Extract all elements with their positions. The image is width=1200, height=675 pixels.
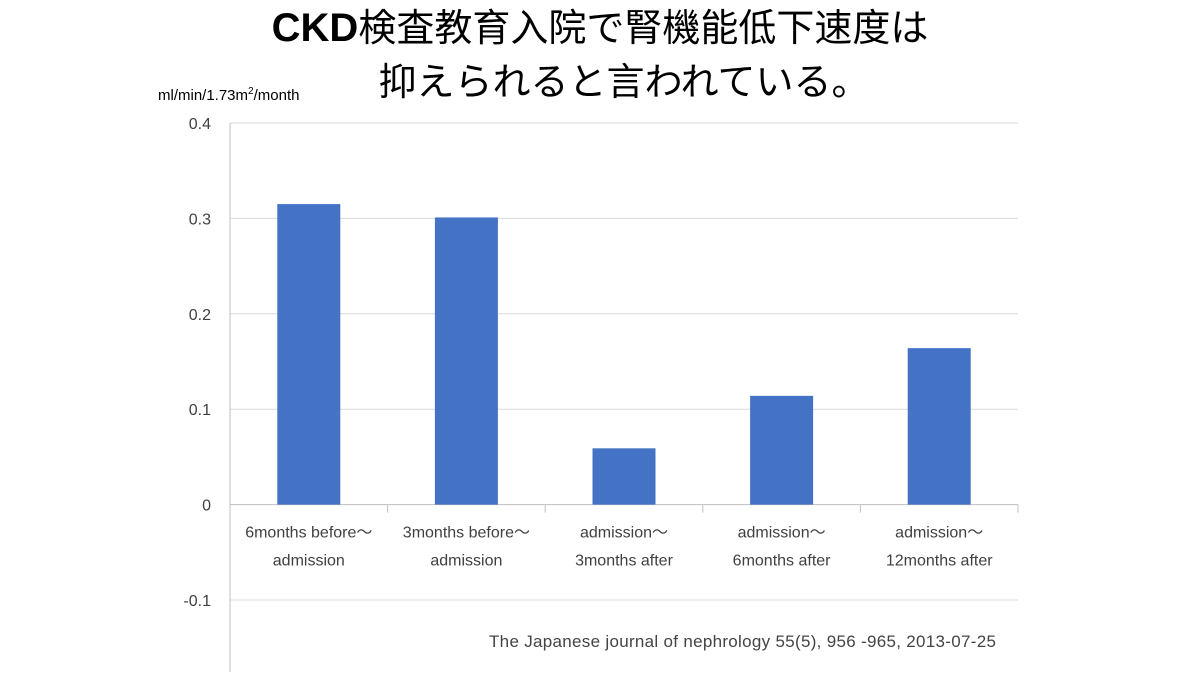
y-axis-label-tail: /month [253,87,300,104]
x-category-label: admission～ [895,525,983,542]
chart-title-rest: 検査教育入院で腎機能低下速度は [358,6,929,50]
y-tick-label: 0 [202,498,211,515]
x-category-label: admission [430,553,502,570]
y-tick-label: 0.3 [189,211,211,228]
x-category-label: admission [273,553,345,570]
x-category-label: admission～ [580,525,668,542]
bar [277,204,341,505]
x-category-label: 3months after [575,553,674,570]
x-category-label: 12months after [886,553,993,570]
source-citation: The Japanese journal of nephrology 55(5)… [489,632,997,651]
chart-title-prefix: CKD [271,6,359,50]
x-category-label: 6months before～ [245,525,372,542]
y-axis-label-main: ml/min/1.73m [158,87,249,104]
y-tick-label: 0.1 [189,402,211,419]
y-tick-label: 0.2 [189,307,211,324]
x-category-label: admission～ [738,525,826,542]
x-category-label: 3months before～ [403,525,530,542]
bar [907,348,971,505]
chart-title-line-2: 抑えられると言われている。 [378,60,870,104]
y-tick-label: -0.1 [183,593,211,610]
bar [434,217,498,505]
bar [592,448,656,505]
bar [750,395,814,505]
y-tick-label: 0.4 [189,116,211,133]
y-axis-label: ml/min/1.73m2/month [158,86,299,104]
y-axis-label-superscript: 2 [248,86,254,97]
chart-title-line-1: CKD検査教育入院で腎機能低下速度は [0,2,1200,54]
x-category-label: 6months after [733,553,832,570]
